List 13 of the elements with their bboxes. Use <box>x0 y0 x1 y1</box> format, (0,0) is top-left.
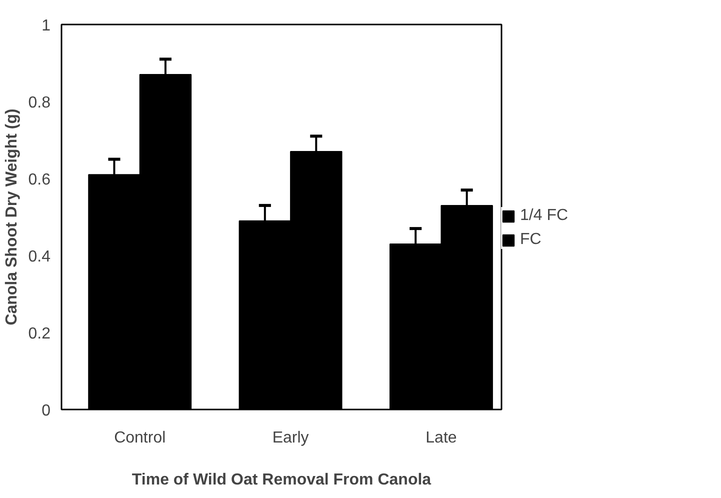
x-tick-label: Early <box>272 430 309 446</box>
legend-label: 1/4 FC <box>520 207 568 225</box>
y-tick-label: 0.6 <box>28 172 51 188</box>
y-tick-label: 0.4 <box>28 248 51 266</box>
y-axis-title: Canola Shoot Dry Weight (g) <box>3 108 20 326</box>
x-tick-label: Control <box>114 430 166 446</box>
y-tick-label: 0 <box>42 402 51 420</box>
y-tick-label: 0.2 <box>28 326 51 342</box>
legend-label: FC <box>520 231 542 249</box>
y-tick-label: 0.8 <box>28 94 51 112</box>
x-tick-label: Late <box>426 430 457 446</box>
y-tick-label: 1 <box>42 18 51 34</box>
x-axis-title: Time of Wild Oat Removal From Canola <box>132 472 432 488</box>
